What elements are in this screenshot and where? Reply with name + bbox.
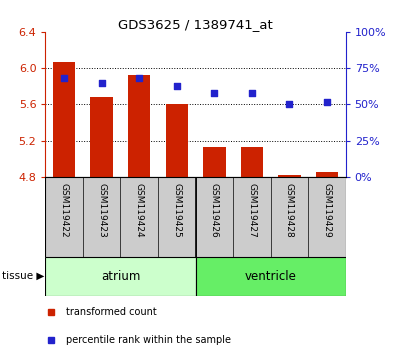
Point (61, 75, 67, 81)
Text: GSM119424: GSM119424 (135, 183, 144, 237)
Bar (196, 257, 346, 296)
Point (136, 75, 143, 81)
Text: ventricle: ventricle (245, 270, 297, 282)
Text: GSM119429: GSM119429 (322, 183, 331, 237)
Point (173, 83, 180, 88)
Text: GSM119428: GSM119428 (285, 183, 294, 237)
Text: atrium: atrium (101, 270, 140, 282)
Text: GSM119422: GSM119422 (60, 183, 69, 237)
Bar (128, 75, 150, 177)
Title: GDS3625 / 1389741_at: GDS3625 / 1389741_at (118, 18, 273, 31)
Bar (241, 147, 263, 177)
Bar (278, 175, 301, 177)
Bar (53, 62, 75, 177)
Text: GSM119425: GSM119425 (172, 183, 181, 237)
Point (324, 99, 330, 104)
Text: tissue ▶: tissue ▶ (2, 271, 44, 281)
Text: GSM119423: GSM119423 (97, 183, 106, 237)
Bar (45, 257, 196, 296)
Point (249, 90, 255, 96)
Text: GSM119426: GSM119426 (210, 183, 219, 237)
Bar (166, 104, 188, 177)
Point (211, 90, 217, 96)
Text: transformed count: transformed count (66, 307, 157, 317)
Point (99, 80, 105, 85)
Bar (203, 147, 226, 177)
Text: GSM119427: GSM119427 (247, 183, 256, 237)
Bar (316, 172, 338, 177)
Text: percentile rank within the sample: percentile rank within the sample (66, 335, 231, 345)
Bar (90, 97, 113, 177)
Point (286, 102, 292, 107)
